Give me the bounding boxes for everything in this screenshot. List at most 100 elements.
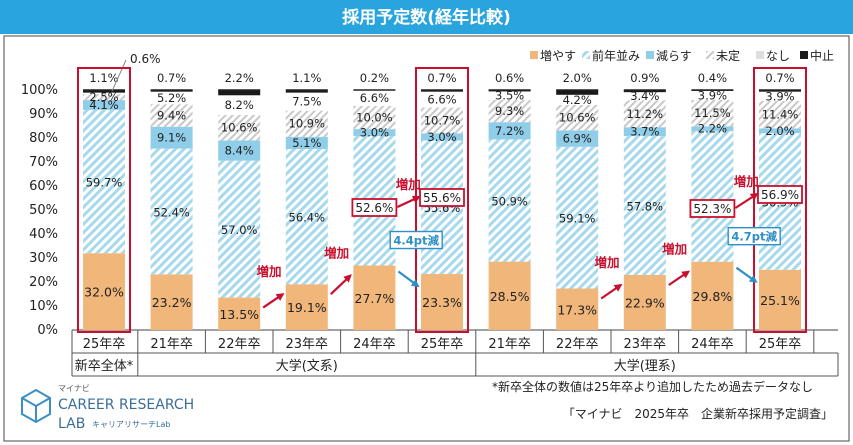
bar-segment-nashi: [285, 92, 328, 111]
data-label-zenen: 50.9%: [491, 195, 528, 209]
data-label-nashi: 6.6%: [360, 91, 389, 105]
data-label-zenen: 59.7%: [86, 176, 123, 190]
data-label-mitei: 9.3%: [495, 104, 524, 118]
bar-segment-zoyasu: [83, 253, 125, 330]
bar-segment-herasu: [556, 130, 599, 147]
data-label-chushi: 1.1%: [89, 71, 118, 85]
bar-segment-mitei: [759, 101, 801, 129]
y-axis: 0% 10% 20% 30% 40% 50% 60% 70% 80% 90% 100%: [21, 83, 838, 338]
data-label-chushi: 0.7%: [427, 71, 456, 85]
bar-segment-nashi: [218, 95, 261, 115]
logo-brand-sub: キャリアリサーチLab: [92, 420, 170, 429]
data-label-mitei: 11.4%: [762, 108, 799, 122]
data-label-nashi: 3.5%: [495, 89, 524, 103]
data-label-herasu: 9.1%: [157, 131, 186, 145]
data-label-chushi: 0.7%: [157, 71, 186, 85]
increase-label: 増加: [594, 255, 619, 270]
legend-swatch-mitei: [706, 51, 714, 59]
bar-segment-nashi: [421, 91, 463, 108]
data-label-mitei: 9.4%: [157, 108, 186, 122]
cube-icon: [21, 388, 51, 424]
data-label-zoyasu: 23.3%: [422, 295, 462, 310]
decrease-arrow: [397, 270, 420, 288]
data-label-zoyasu: 19.1%: [287, 300, 327, 315]
bar-segment-chushi: [285, 90, 328, 93]
y-tick-label: 90%: [29, 107, 58, 122]
data-label-chushi: 0.4%: [698, 71, 727, 85]
x-category-label: 21年卒: [150, 337, 193, 352]
bar-segment-chushi: [556, 90, 599, 95]
y-tick-label: 30%: [29, 251, 58, 266]
x-axis: 25年卒 21年卒 22年卒 23年卒 24年卒 25年卒 21年卒 22年卒 23年卒 24年卒…: [71, 330, 839, 377]
data-label-chushi: 2.0%: [563, 71, 592, 85]
logo-brand-top: マイナビ: [58, 384, 90, 393]
decrease-arrow: [735, 266, 758, 283]
data-label-nashi: 4.2%: [563, 93, 592, 107]
data-label-herasu: 2.0%: [765, 124, 794, 138]
y-tick-label: 50%: [29, 203, 58, 218]
bar-segment-chushi: [759, 90, 801, 92]
data-label-herasu: 6.9%: [563, 132, 592, 146]
group-label: 大学(文系): [276, 358, 338, 374]
x-category-label: 24年卒: [353, 337, 396, 352]
boxed-value-label: 52.3%: [693, 202, 731, 216]
highlight-box: [77, 67, 131, 333]
data-label-herasu: 7.2%: [495, 124, 524, 138]
bar-segment-mitei: [691, 99, 734, 127]
bar-segment-mitei: [353, 105, 396, 130]
legend-swatch-nashi: [756, 51, 764, 59]
value-box: [351, 198, 398, 217]
footnote: *新卒全体の数値は25年卒より追加したため過去データなし: [492, 379, 813, 394]
bar-segment-zoyasu: [488, 261, 531, 330]
data-label-zoyasu: 25.1%: [760, 293, 800, 308]
data-label-nashi: 3.4%: [630, 89, 659, 103]
boxed-value-label: 55.6%: [423, 191, 461, 205]
bar-segment-herasu: [150, 126, 193, 149]
bar-segment-zenen: [421, 140, 463, 275]
increase-arrow-box: [396, 195, 421, 208]
data-label-nashi: 5.2%: [157, 91, 186, 105]
bar-segment-chushi: [218, 90, 261, 96]
chart-title: 採用予定数(経年比較): [342, 7, 511, 28]
y-tick-label: 40%: [29, 227, 58, 242]
increase-label-box: 増加: [734, 174, 759, 189]
bar-segment-zoyasu: [285, 284, 328, 330]
increase-arrow: [330, 274, 352, 296]
bar-segment-nashi: [556, 94, 599, 105]
y-tick-label: 20%: [29, 275, 58, 290]
data-label-nashi: 8.2%: [225, 98, 254, 112]
bar-segment-herasu: [691, 126, 734, 132]
bar-segment-herasu: [623, 127, 666, 137]
bar-segment-nashi: [488, 91, 531, 100]
data-label-nashi: 3.9%: [765, 89, 794, 103]
data-label-zoyasu: 13.5%: [219, 307, 259, 322]
decrease-label: 4.7pt減: [731, 230, 777, 244]
data-label-chushi: 0.2%: [360, 71, 389, 85]
callout-leader: [111, 59, 127, 92]
data-label-chushi: 0.7%: [765, 71, 794, 85]
bar-segment-zenen: [83, 109, 125, 254]
callout-label: 0.6%: [130, 52, 161, 66]
y-tick-label: 80%: [29, 131, 58, 146]
data-label-herasu: 4.1%: [89, 98, 118, 112]
data-label-chushi: 0.6%: [495, 71, 524, 85]
bar-segment-nashi: [759, 91, 801, 102]
outer-frame: [3, 35, 850, 442]
increase-arrow: [600, 283, 623, 300]
y-tick-label: 0%: [37, 323, 58, 338]
bar-segment-mitei: [218, 114, 261, 141]
x-category-label: 21年卒: [488, 337, 531, 352]
bar-segment-zenen: [285, 148, 328, 285]
data-label-zoyasu: 22.9%: [625, 295, 665, 310]
data-label-mitei: 11.2%: [627, 107, 664, 121]
career-research-lab-logo: マイナビ CAREER RESEARCH LAB キャリアリサーチLab: [21, 384, 194, 432]
bar-segment-herasu: [218, 140, 261, 161]
data-label-mitei: 10.6%: [559, 111, 596, 125]
data-label-herasu: 3.0%: [427, 130, 456, 144]
legend-label-chushi: 中止: [810, 48, 834, 63]
boxed-value-label: 52.6%: [355, 201, 393, 215]
bar-segment-zoyasu: [150, 274, 193, 330]
data-label-nashi: 3.9%: [698, 88, 727, 102]
bar-segment-zenen: [150, 148, 193, 275]
